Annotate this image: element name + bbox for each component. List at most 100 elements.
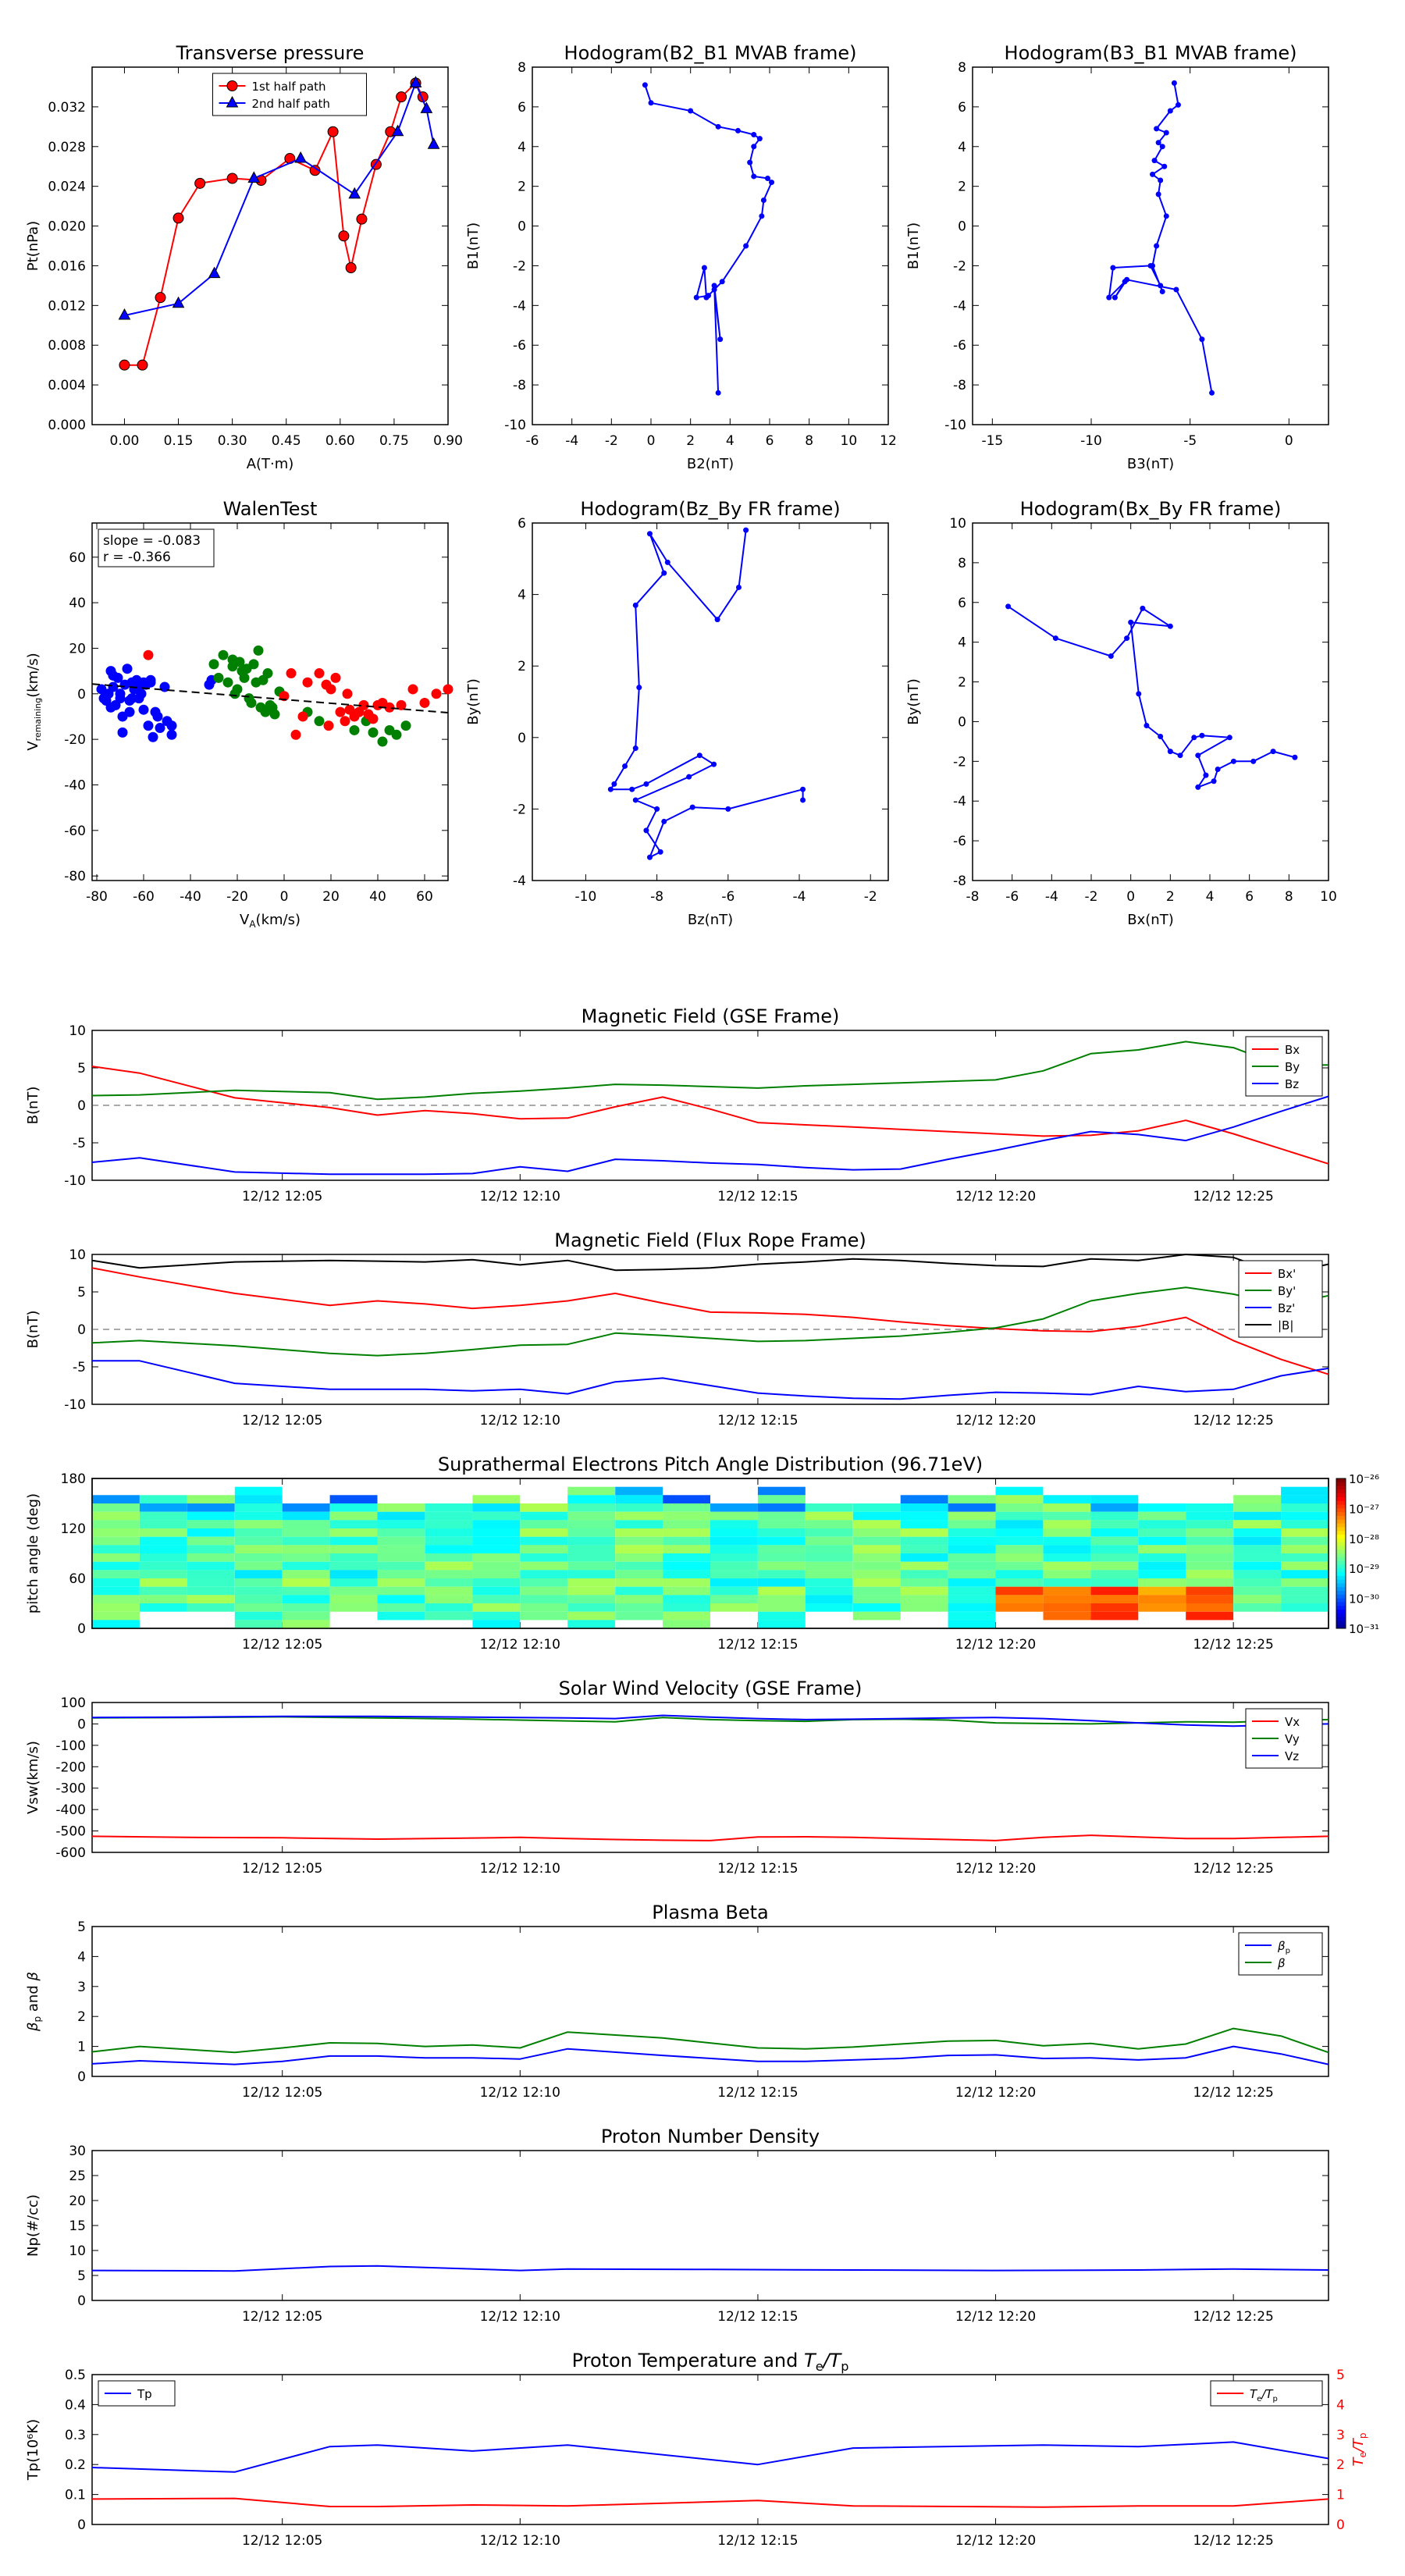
heatmap-cell: [425, 1503, 473, 1512]
heatmap-cell: [567, 1528, 616, 1537]
legend-label: 1st half path: [252, 80, 326, 94]
data-point: [400, 720, 411, 731]
heatmap-cell: [520, 1545, 568, 1553]
heatmap-cell: [948, 1570, 996, 1578]
x-tick-label: -15: [981, 433, 1003, 449]
data-point: [701, 265, 707, 271]
colorbar-frame: [1336, 1478, 1346, 1629]
x-tick-label: -6: [721, 889, 735, 905]
heatmap-cell: [139, 1545, 187, 1553]
colorbar-segment: [1336, 1568, 1346, 1573]
heatmap-cell: [615, 1595, 663, 1603]
heatmap-cell: [282, 1570, 330, 1578]
data-point: [248, 659, 259, 670]
x-tick-label: 0: [280, 889, 289, 905]
data-point: [661, 570, 667, 576]
heatmap-cell: [520, 1561, 568, 1571]
heatmap-cell: [1281, 1528, 1329, 1537]
heatmap-cell: [710, 1553, 758, 1562]
legend-label: Bx': [1278, 1267, 1296, 1281]
heatmap-cell: [995, 1561, 1044, 1571]
x-tick-label: 12/12 12:05: [242, 2085, 322, 2101]
heatmap-cell: [472, 1570, 521, 1578]
heatmap-cell: [567, 1570, 616, 1578]
heatmap-cell: [234, 1595, 283, 1603]
x-tick-label: 12/12 12:10: [480, 1637, 560, 1653]
data-point: [1167, 108, 1173, 114]
x-tick-label: 0: [1126, 889, 1135, 905]
heatmap-cell: [187, 1520, 235, 1528]
heatmap-cell: [805, 1561, 853, 1571]
colorbar-segment: [1336, 1594, 1346, 1599]
x-tick-label: 0.30: [218, 433, 247, 449]
x-tick-label: 12/12 12:10: [480, 2533, 560, 2549]
heatmap-cell: [710, 1561, 758, 1571]
plot-frame: [91, 1702, 1329, 1853]
heatmap-cell: [615, 1578, 663, 1587]
data-point: [342, 688, 353, 699]
data-point: [1154, 126, 1160, 132]
heatmap-cell: [282, 1536, 330, 1546]
heatmap-cell: [329, 1553, 378, 1562]
y-tick-label: 4: [518, 588, 526, 603]
y-tick-label: 60: [69, 1571, 86, 1587]
heatmap-cell: [1090, 1595, 1139, 1603]
series-line-β_p: [91, 2045, 1329, 2065]
series-line-Bx': [91, 1267, 1329, 1375]
y-right-sub: e: [1357, 2452, 1368, 2457]
chart-mag_fr: Magnetic Field (Flux Rope Frame) 12/12 12…: [25, 1229, 1329, 1429]
heatmap-cell: [663, 1603, 710, 1612]
data-point: [1173, 286, 1179, 293]
heatmap-cell: [377, 1520, 425, 1528]
x-tick-label: 4: [726, 433, 735, 449]
heatmap-cell: [139, 1603, 187, 1612]
heatmap-cell: [1138, 1553, 1186, 1562]
data-point: [743, 527, 749, 533]
heatmap-cell: [805, 1520, 853, 1528]
heatmap-cell: [187, 1528, 235, 1537]
heatmap-cell: [948, 1603, 996, 1612]
heatmap-cell: [567, 1545, 616, 1553]
data-point: [657, 849, 663, 855]
heatmap-cell: [663, 1528, 710, 1537]
data-point: [427, 137, 440, 149]
data-point: [138, 704, 149, 715]
heatmap-cell: [948, 1586, 996, 1596]
x-tick-label: 8: [1285, 889, 1293, 905]
heatmap-cell: [900, 1603, 948, 1612]
y-tick-label: 0.3: [65, 2428, 86, 2443]
heatmap-cell: [805, 1570, 853, 1578]
legend-label: Tp: [137, 2387, 152, 2401]
colorbar-label: 10⁻²⁸: [1349, 1532, 1379, 1546]
x-tick-label: 12/12 12:15: [717, 1637, 798, 1653]
y-right-sub: p: [1357, 2432, 1368, 2439]
heatmap-cell: [92, 1553, 140, 1562]
heatmap-cell: [92, 1578, 140, 1587]
y-tick-label: 2: [518, 180, 526, 195]
heatmap-cell: [1186, 1511, 1234, 1521]
heatmap-cell: [472, 1595, 521, 1603]
data-point: [194, 177, 206, 189]
legend-label: Bz: [1285, 1077, 1299, 1091]
heatmap-cell: [92, 1520, 140, 1528]
heatmap-cell: [425, 1586, 473, 1596]
y-tick-label: 20: [69, 641, 86, 656]
data-point: [314, 716, 325, 727]
data-point: [297, 711, 308, 722]
heatmap-cell: [234, 1586, 283, 1596]
heatmap-cell: [425, 1511, 473, 1521]
data-point: [419, 697, 430, 708]
data-point: [226, 173, 238, 184]
x-axis-label: B3(nT): [1127, 456, 1174, 472]
heatmap-cell: [900, 1503, 948, 1512]
heatmap-cell: [948, 1520, 996, 1528]
y-tick-label: 60: [69, 550, 86, 566]
data-point: [368, 713, 379, 724]
heatmap-cell: [1138, 1570, 1186, 1578]
data-point: [133, 681, 144, 692]
data-point: [1163, 130, 1169, 136]
heatmap-cell: [663, 1586, 710, 1596]
x-axis-label: Bx(nT): [1127, 912, 1173, 928]
heatmap-cell: [567, 1486, 616, 1496]
